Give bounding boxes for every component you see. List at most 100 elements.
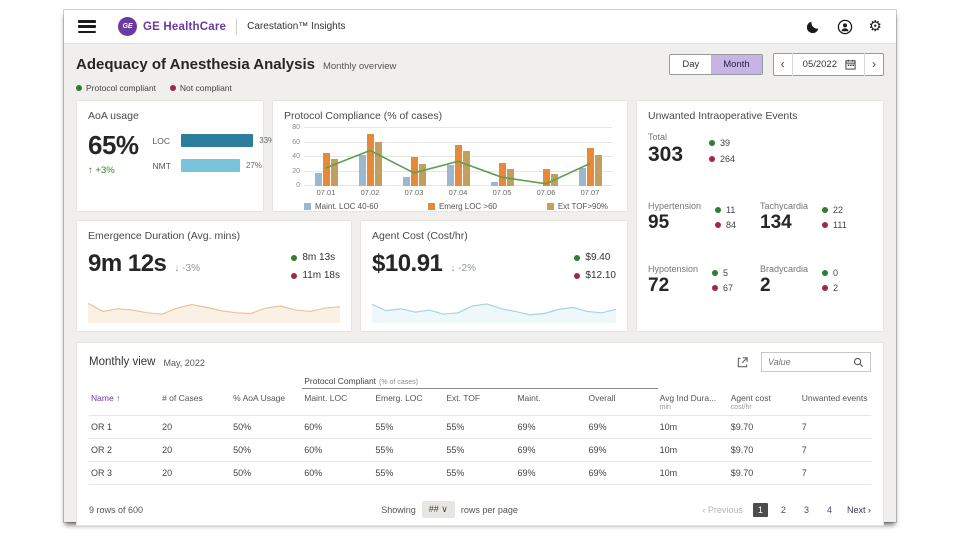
divider [236, 18, 238, 35]
bar-emerg [410, 157, 418, 186]
event-compliant-value: 5 [712, 268, 733, 278]
column-header-agent-cost[interactable]: Agent cost cost/hr [729, 389, 800, 416]
rows-info: 9 rows of 600 [89, 504, 144, 515]
event-stat-main: Hypotension 72 [648, 264, 698, 297]
cell-name: OR 3 [91, 467, 113, 478]
x-axis-label: 07.01 [316, 188, 336, 197]
column-header-emerg-loc[interactable]: Emerg. LOC [373, 389, 444, 416]
cell-avg-ind-dura-: 10m [659, 444, 678, 455]
cell--of-cases: 20 [162, 421, 173, 432]
pagination-previous-button[interactable]: ‹ Previous [702, 504, 743, 515]
aoa-bar-nmt: NMT 27% [153, 159, 276, 172]
cell-name: OR 1 [91, 421, 113, 432]
toggle-month-button[interactable]: Month [711, 55, 762, 74]
column-header-ext-tof[interactable]: Ext. TOF [444, 389, 515, 416]
bar-ext [330, 159, 338, 186]
cell--aoa-usage: 50% [233, 421, 252, 432]
pagination-page-1[interactable]: 1 [752, 502, 768, 517]
bar-ext [506, 168, 514, 186]
green-dot-icon [291, 254, 298, 261]
column-header-label: Overall [588, 393, 616, 403]
column-header-overall[interactable]: Overall [587, 389, 658, 416]
cell-maint-loc: 60% [304, 467, 323, 478]
column-header-maint-[interactable]: Maint. [515, 389, 586, 416]
settings-gear-icon[interactable]: ⚙ [868, 18, 882, 35]
dark-mode-icon[interactable] [806, 19, 821, 34]
bar-emerg [366, 133, 374, 186]
event-stat-main: Bradycardia 2 [760, 264, 808, 297]
cell-emerg-loc: 55% [375, 421, 394, 432]
table-title: Monthly view [89, 356, 156, 368]
app-name: Carestation™ Insights [247, 21, 346, 32]
chart-bars [304, 128, 612, 186]
event-stat-main: Hypertension 95 [648, 201, 701, 234]
green-dot-icon [574, 254, 581, 261]
value-search-input[interactable] [768, 357, 853, 367]
event-stat-bradycardia: Bradycardia 2 0 2 [760, 264, 872, 297]
account-icon[interactable] [837, 19, 853, 35]
legend-label: Emerg LOC >60 [438, 202, 497, 211]
green-dot-icon [712, 270, 719, 276]
cell-name: OR 2 [91, 444, 113, 455]
menu-icon[interactable] [78, 20, 96, 33]
bar-emerg [322, 152, 330, 186]
page-size-dropdown[interactable]: ## ∨ [421, 501, 455, 518]
column-header-name[interactable]: Name ↑ [89, 389, 160, 416]
column-header-label: Name ↑ [91, 392, 121, 403]
aoa-bar-label: NMT [152, 160, 171, 171]
event-compliant-value: 22 [822, 205, 847, 215]
pagination-page-3[interactable]: 3 [803, 504, 809, 515]
bar-ext [462, 151, 470, 186]
event-value: 134 [760, 212, 792, 233]
showing-label: Showing [381, 504, 416, 515]
column-header--of-cases[interactable]: # of Cases [160, 389, 231, 416]
chart-trend-line [304, 128, 612, 186]
emergence-sparkline [88, 289, 340, 323]
x-axis-label: 07.07 [580, 188, 600, 197]
toggle-day-button[interactable]: Day [670, 55, 712, 74]
cell--of-cases: 20 [162, 467, 173, 478]
legend-swatch-icon [304, 203, 311, 210]
event-dot-values: 11 84 [715, 205, 736, 234]
column-header-avg-ind-dura-[interactable]: Avg Ind Dura... min [658, 389, 729, 416]
event-dot-values: 22 111 [822, 205, 847, 234]
bar-ext [418, 164, 426, 186]
date-prev-icon[interactable]: ‹ [774, 53, 793, 76]
column-header-maint-loc[interactable]: Maint. LOC [302, 389, 373, 416]
pagination-next-button[interactable]: Next › [846, 504, 871, 515]
column-header-label: Maint. [517, 393, 541, 403]
legend-protocol-compliant: Protocol compliant [76, 83, 156, 93]
pagination-page-4[interactable]: 4 [826, 504, 832, 515]
table-row: OR 1 20 50% 60% 55% 55% 69% 69% 10m $9.70 7 [89, 415, 871, 438]
value-search-box [761, 352, 871, 372]
date-next-icon[interactable]: › [864, 53, 883, 76]
x-axis-label: 07.02 [360, 188, 380, 197]
compliance-legend: Protocol compliant Not compliant [76, 81, 884, 94]
cell--aoa-usage: 50% [233, 444, 252, 455]
legend-swatch-icon [427, 203, 435, 210]
aoa-delta: ↑ +3% [88, 165, 115, 176]
column-header-unwanted-events[interactable]: Unwanted events [800, 389, 871, 416]
table-row: OR 3 20 50% 60% 55% 55% 69% 69% 10m $9.70 7 [89, 461, 871, 484]
x-axis-label: 07.03 [404, 188, 424, 197]
date-value[interactable]: 05/2022 [802, 59, 837, 70]
calendar-icon[interactable] [845, 59, 856, 70]
aoa-bar-percent: 27% [245, 161, 262, 170]
bar-emerg [586, 148, 594, 186]
bar-group-07.01 [304, 128, 348, 186]
column-header--aoa-usage[interactable]: % AoA Usage [231, 389, 302, 416]
group-header-sub: (% of cases) [379, 379, 418, 386]
page-subtitle: Monthly overview [322, 60, 397, 72]
event-label: Bradycardia [760, 264, 809, 274]
x-axis-label: 07.06 [536, 188, 556, 197]
aoa-bar-label: LOC [152, 135, 171, 146]
emergence-card-title: Emergence Duration (Avg. mins) [88, 230, 241, 242]
events-total-noncompliant: 264 [709, 154, 735, 164]
pagination-page-2[interactable]: 2 [780, 504, 786, 515]
bar-maint. [446, 164, 454, 186]
cell-agent-cost: $9.70 [730, 467, 754, 478]
red-dot-icon [574, 272, 581, 279]
bar-emerg [542, 168, 550, 186]
search-icon[interactable] [853, 357, 864, 368]
export-icon[interactable] [736, 356, 749, 369]
